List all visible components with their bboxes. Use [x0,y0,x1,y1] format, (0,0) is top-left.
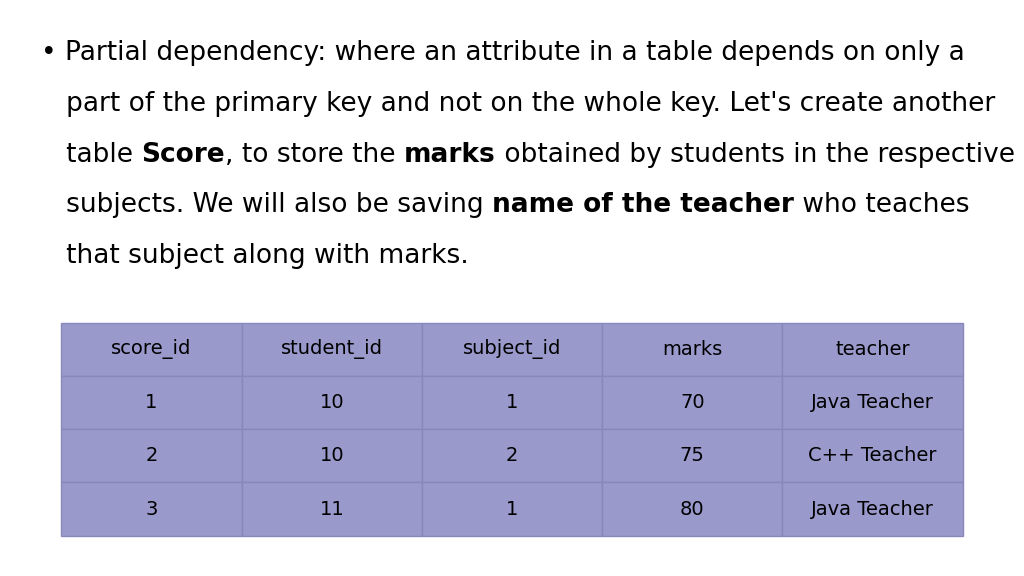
Bar [422,483,602,536]
Bar [242,429,422,483]
Text: 80: 80 [680,499,705,518]
Text: • Partial dependency: where an attribute in a table depends on only a: • Partial dependency: where an attribute… [41,40,965,66]
Bar [242,323,422,376]
Bar [242,376,422,429]
Text: student_id: student_id [281,339,383,359]
Text: Score: Score [141,142,225,168]
Bar [61,376,242,429]
Text: 1: 1 [506,393,518,412]
Text: 11: 11 [319,499,344,518]
Text: 1: 1 [145,393,158,412]
Text: who teaches: who teaches [794,192,970,218]
Text: 70: 70 [680,393,705,412]
Text: score_id: score_id [112,339,191,359]
Text: , to store the: , to store the [225,142,403,168]
Text: marks: marks [663,340,722,359]
Bar [782,323,963,376]
Bar [602,483,782,536]
Text: table: table [41,142,141,168]
Bar [61,429,242,483]
Text: 3: 3 [145,499,158,518]
Bar [602,376,782,429]
Bar [242,483,422,536]
Bar [782,376,963,429]
Text: 2: 2 [506,446,518,465]
Text: 10: 10 [319,446,344,465]
Bar [422,429,602,483]
Text: 10: 10 [319,393,344,412]
Text: 1: 1 [506,499,518,518]
Text: Java Teacher: Java Teacher [811,393,934,412]
Text: marks: marks [403,142,496,168]
Bar [422,376,602,429]
Text: obtained by students in the respective: obtained by students in the respective [496,142,1015,168]
Text: C++ Teacher: C++ Teacher [808,446,937,465]
Text: 2: 2 [145,446,158,465]
Text: Java Teacher: Java Teacher [811,499,934,518]
Text: subjects. We will also be saving: subjects. We will also be saving [41,192,492,218]
Bar [61,323,242,376]
Bar [782,483,963,536]
Bar [61,483,242,536]
Bar [782,429,963,483]
Text: part of the primary key and not on the whole key. Let's create another: part of the primary key and not on the w… [41,91,995,117]
Text: teacher: teacher [836,340,909,359]
Text: that subject along with marks.: that subject along with marks. [41,243,469,269]
Bar [422,323,602,376]
Bar [602,429,782,483]
Text: 75: 75 [680,446,705,465]
Text: subject_id: subject_id [463,339,561,359]
Bar [602,323,782,376]
Text: name of the teacher: name of the teacher [492,192,794,218]
